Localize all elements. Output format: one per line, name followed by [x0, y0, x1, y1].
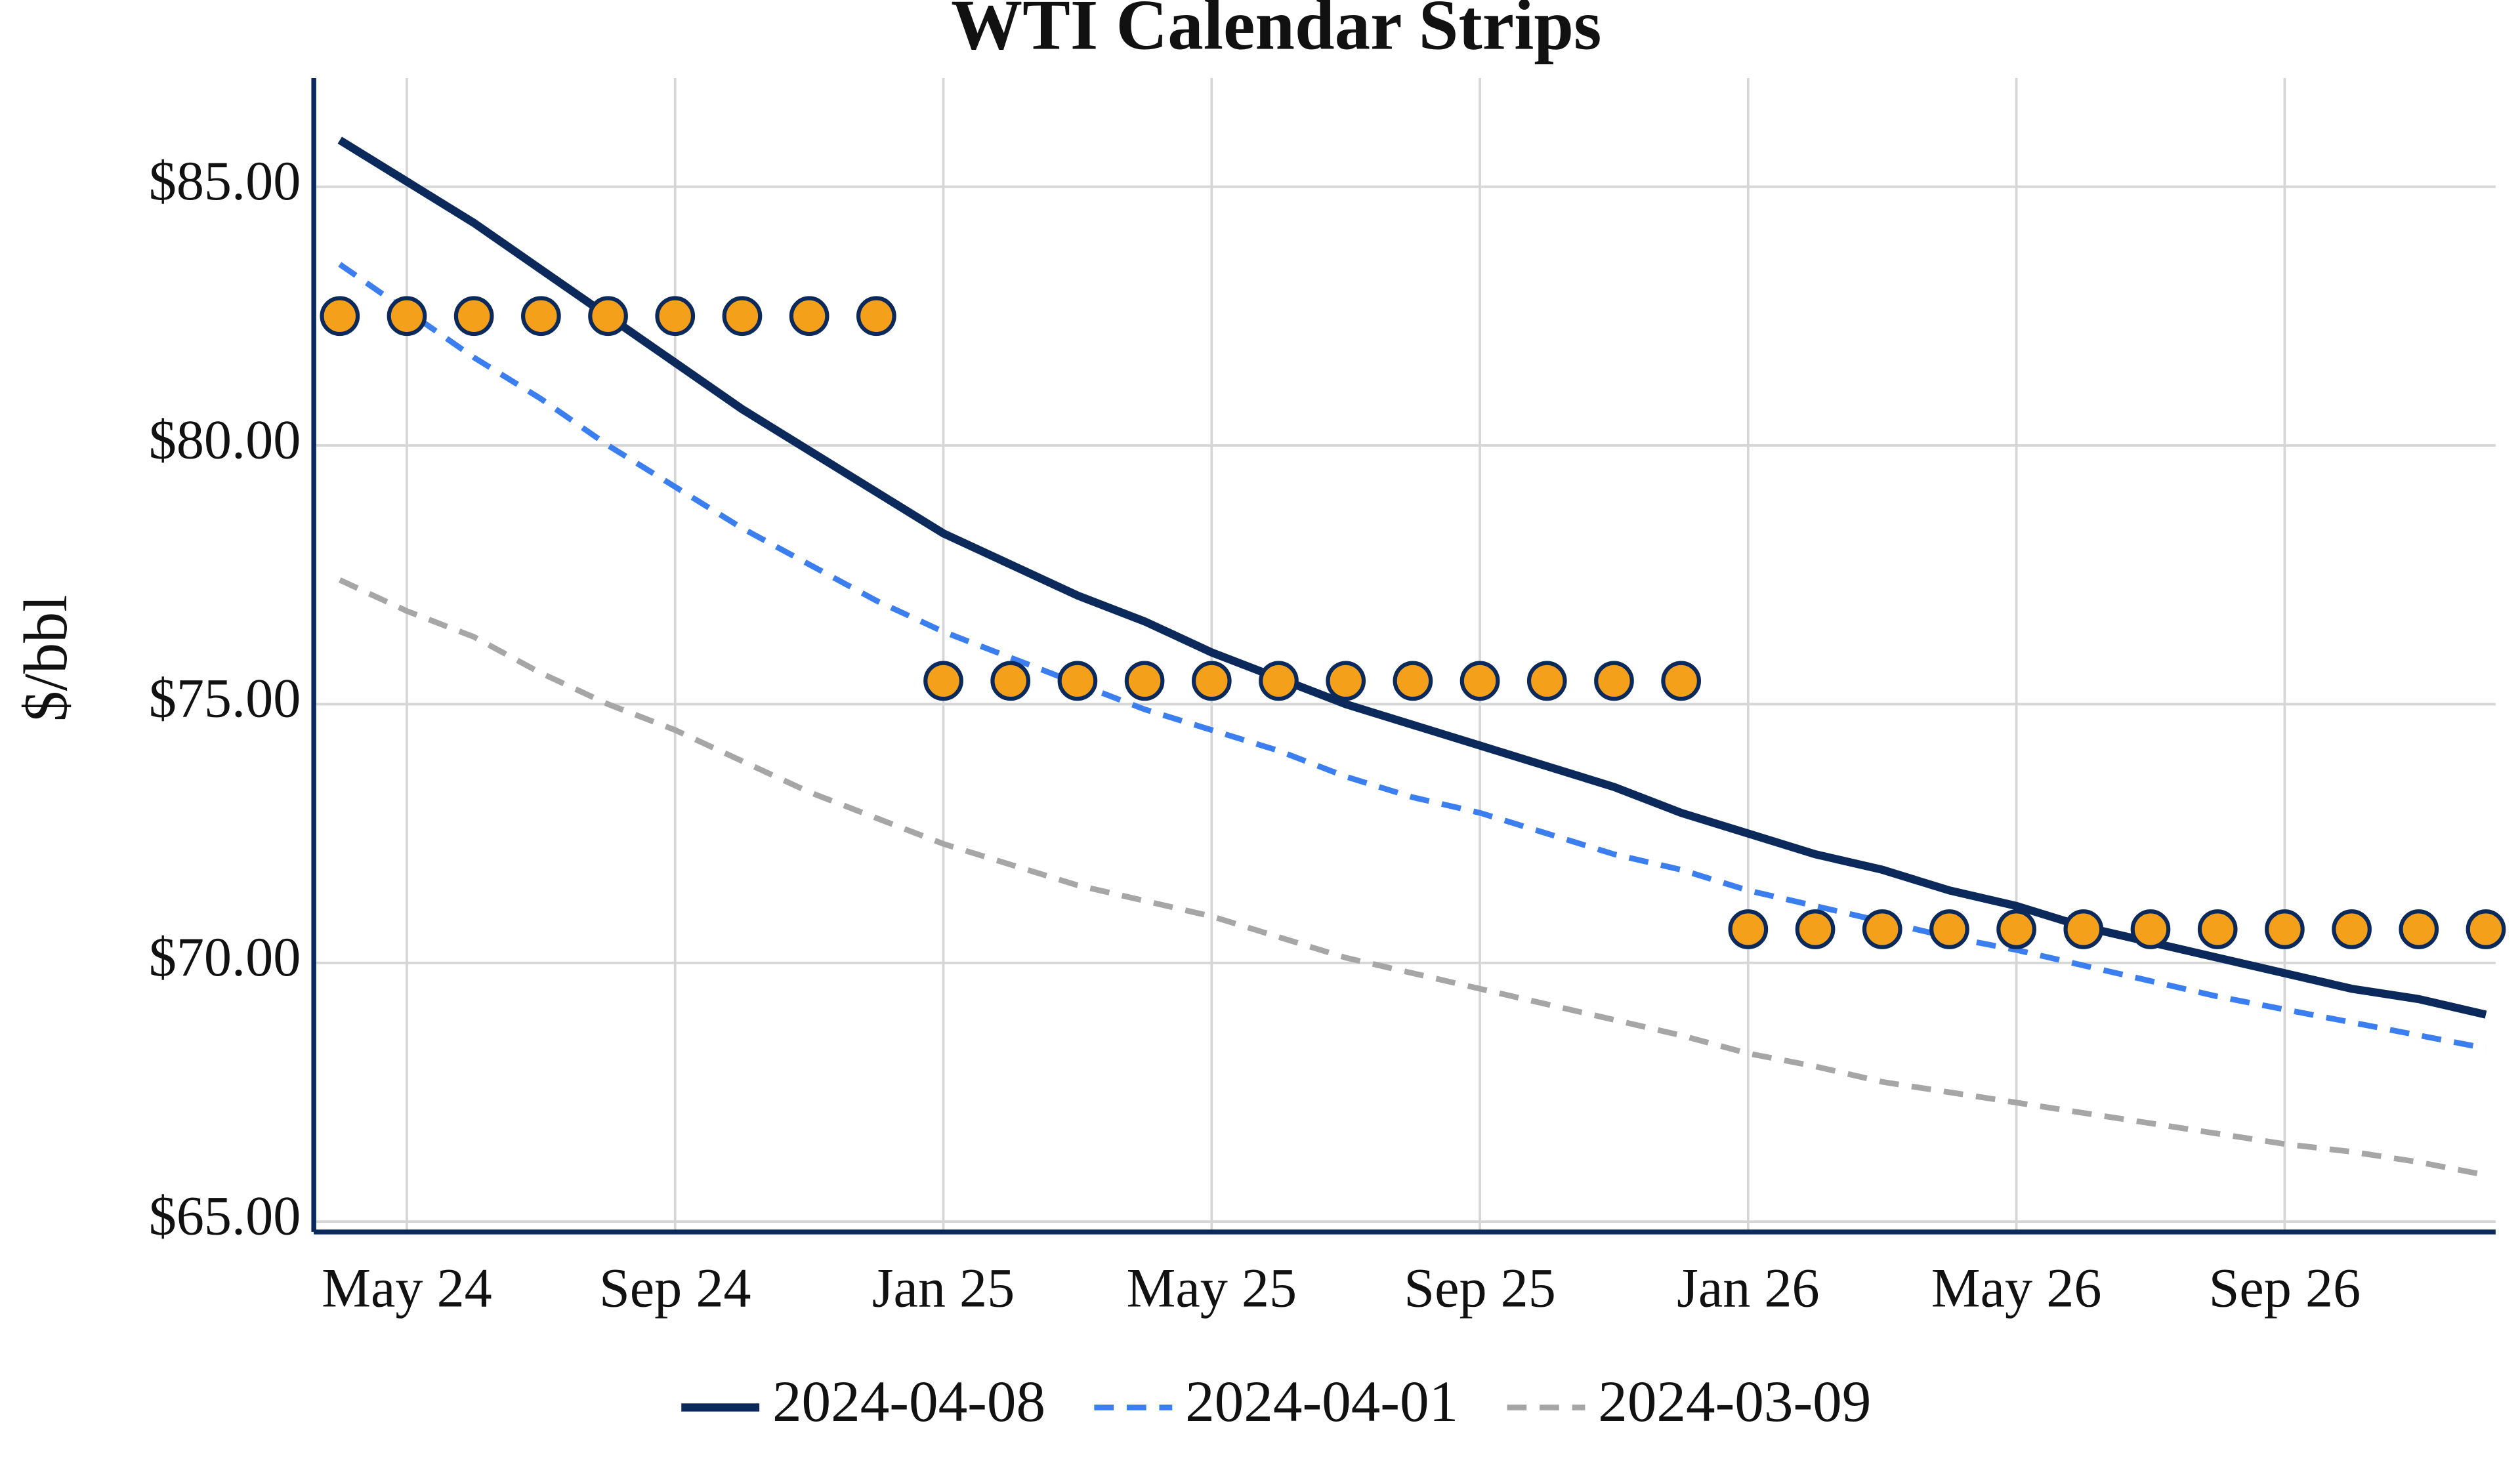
- y-tick-label: $85.00: [149, 151, 301, 212]
- y-tick-label: $80.00: [149, 409, 301, 470]
- strip-marker: [2399, 909, 2439, 949]
- strip-marker: [2332, 909, 2372, 949]
- strip-marker: [1728, 909, 1769, 949]
- strip-marker: [2130, 909, 2171, 949]
- chart-title: WTI Calendar Strips: [951, 0, 1601, 65]
- strip-marker: [923, 661, 963, 701]
- x-tick-label: Sep 25: [1404, 1258, 1556, 1319]
- strip-marker: [789, 296, 830, 337]
- strip-marker: [320, 296, 360, 337]
- strip-marker: [990, 661, 1031, 701]
- x-tick-label: May 26: [1931, 1258, 2102, 1319]
- strip-marker: [2466, 909, 2506, 949]
- strip-marker: [1996, 909, 2036, 949]
- strip-marker: [453, 296, 494, 337]
- series-line: [337, 136, 2487, 1019]
- strip-marker: [856, 296, 896, 337]
- strip-marker: [1124, 661, 1165, 701]
- strip-marker: [1259, 661, 1299, 701]
- x-tick-label: Sep 24: [599, 1258, 751, 1319]
- strip-marker: [1862, 909, 1902, 949]
- x-tick-label: May 24: [322, 1258, 492, 1319]
- legend-label: 2024-04-08: [772, 1370, 1045, 1434]
- strip-marker: [1191, 661, 1232, 701]
- strip-marker: [722, 296, 763, 337]
- legend-label: 2024-03-09: [1598, 1370, 1871, 1434]
- y-tick-label: $75.00: [149, 668, 301, 730]
- y-tick-label: $65.00: [149, 1185, 301, 1246]
- strip-marker: [521, 296, 561, 337]
- strip-marker: [2265, 909, 2305, 949]
- strip-marker: [1057, 661, 1098, 701]
- strip-marker: [1460, 661, 1500, 701]
- y-axis-label: $/bbl: [12, 595, 80, 722]
- strip-marker: [1661, 661, 1702, 701]
- strip-marker: [1393, 661, 1433, 701]
- strip-marker: [655, 296, 696, 337]
- strip-marker: [1929, 909, 1969, 949]
- series-line: [338, 577, 2487, 1178]
- x-tick-label: May 25: [1126, 1258, 1297, 1319]
- x-tick-label: Sep 26: [2209, 1258, 2361, 1319]
- strip-marker: [387, 296, 427, 337]
- strip-marker: [1526, 661, 1567, 701]
- strip-marker: [2063, 909, 2104, 949]
- strip-marker: [2197, 909, 2238, 949]
- x-tick-label: Jan 26: [1677, 1258, 1820, 1319]
- strip-marker: [1326, 661, 1366, 701]
- strip-marker: [588, 296, 628, 337]
- legend-label: 2024-04-01: [1185, 1370, 1458, 1434]
- strip-marker: [1594, 661, 1634, 701]
- strip-marker: [1795, 909, 1836, 949]
- series-line: [338, 262, 2487, 1052]
- x-tick-label: Jan 25: [872, 1258, 1015, 1319]
- y-tick-label: $70.00: [149, 927, 301, 988]
